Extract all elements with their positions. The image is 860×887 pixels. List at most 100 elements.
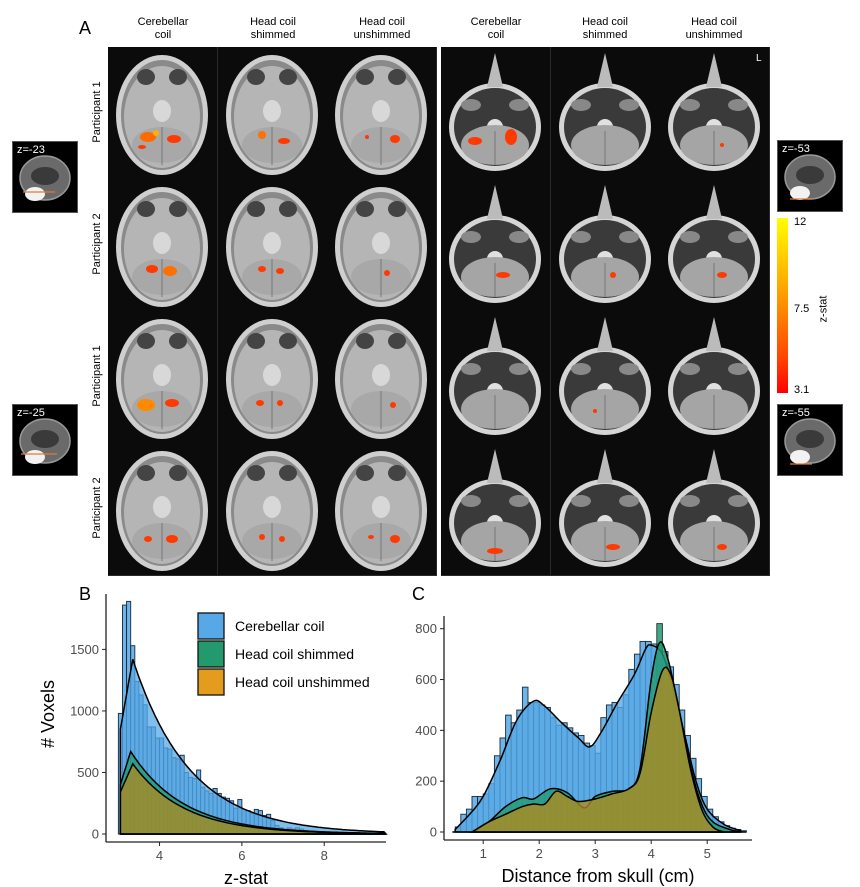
y-tick-label: 1500 [70, 642, 99, 657]
column-header-line: shimmed [250, 29, 296, 41]
x-axis-label: z-stat [224, 868, 268, 887]
legend-label: Cerebellar coil [235, 618, 324, 634]
brain-slice-cell [550, 179, 661, 312]
y-tick-label: 500 [77, 765, 99, 780]
y-tick-label: 800 [415, 621, 437, 636]
legend-swatch [197, 612, 225, 640]
unshimmed-density-curve [119, 762, 387, 835]
column-header-line: Cerebellar [137, 16, 189, 28]
brain-slice-cell [441, 179, 551, 312]
legend-label: Head coil shimmed [235, 646, 354, 662]
brain-image-grid-left [108, 47, 437, 576]
axial-brain-slice [335, 451, 427, 571]
column-header: Cerebellar coil [113, 16, 213, 42]
column-header: Cerebellar coil [446, 16, 546, 42]
axial-brain-slice [225, 187, 318, 307]
brain-slice-cell [660, 47, 770, 180]
axial-brain-slice [449, 185, 541, 303]
axial-brain-slice [116, 187, 208, 307]
row-label-participant: Participant 2 [91, 213, 103, 275]
panel-a-letter: A [79, 18, 92, 38]
brain-slice-cell [217, 179, 328, 312]
brain-slice-cell [108, 47, 218, 180]
axial-brain-slice [558, 185, 651, 303]
y-tick-label: 600 [415, 672, 437, 687]
y-tick-label: 0 [430, 825, 437, 840]
column-header-line: Head coil [250, 16, 296, 28]
row-label-participant: Participant 1 [91, 81, 103, 143]
axial-brain-slice [116, 451, 208, 571]
axial-brain-slice [668, 185, 760, 303]
brain-slice-cell [217, 47, 328, 180]
row-label-participant: Participant 1 [91, 345, 103, 407]
brain-slice-cell [217, 311, 328, 444]
activation-blob [163, 266, 177, 276]
x-tick-label: 6 [238, 848, 245, 863]
activation-blob [390, 402, 396, 408]
axial-brain-slice [449, 53, 541, 171]
legend-label: Head coil unshimmed [235, 674, 370, 690]
column-header: Head coil unshimmed [332, 16, 432, 42]
activation-blob [257, 131, 266, 139]
axial-brain-slice [116, 55, 208, 175]
activation-blob [390, 535, 400, 543]
inset-z-label: z=-55 [782, 407, 810, 419]
legend-swatch [197, 640, 225, 668]
sagittal-inset-z-23: z=-23 [12, 141, 78, 213]
sagittal-brain-icon [784, 154, 836, 200]
activation-blob [167, 135, 181, 143]
axial-brain-slice [558, 449, 651, 567]
inset-z-label: z=-53 [782, 143, 810, 155]
x-tick-label: 2 [536, 846, 543, 861]
activation-blob [390, 135, 400, 143]
axial-brain-slice [668, 317, 760, 435]
activation-blob [468, 137, 482, 145]
x-tick-label: 8 [321, 848, 328, 863]
column-header-line: Head coil [691, 16, 737, 28]
brain-slice-cell [217, 443, 328, 576]
cerebellar-density-curve [119, 658, 388, 835]
axial-brain-slice [225, 319, 318, 439]
brain-slice-cell [550, 443, 661, 576]
activation-blob [146, 265, 158, 273]
activation-blob [140, 132, 156, 142]
activation-blob [137, 399, 155, 411]
brain-slice-cell [550, 311, 661, 444]
activation-blob [257, 266, 266, 272]
x-axis-label: Distance from skull (cm) [501, 866, 694, 886]
activation-blob [138, 145, 146, 149]
activation-blob [384, 270, 390, 276]
axial-brain-slice [335, 319, 427, 439]
x-tick-label: 4 [156, 848, 163, 863]
axial-brain-slice [335, 187, 427, 307]
orientation-left-label: L [756, 53, 762, 64]
axial-brain-slice [668, 449, 760, 567]
column-header-line: Head coil [582, 16, 628, 28]
activation-blob [717, 272, 727, 278]
axial-brain-slice [558, 317, 651, 435]
activation-blob [592, 409, 597, 413]
panel-b-letter: B [79, 584, 92, 604]
sagittal-brain-icon [784, 418, 836, 465]
activation-blob [365, 135, 369, 139]
activation-blob [255, 400, 264, 406]
brain-slice-cell [660, 179, 770, 312]
brain-slice-cell [108, 179, 218, 312]
activation-blob [609, 272, 616, 278]
sagittal-brain-icon [19, 418, 71, 464]
activation-blob [605, 544, 620, 550]
colorbar-mid-label: 7.5 [794, 303, 810, 315]
colorbar-max-label: 12 [794, 216, 807, 228]
brain-slice-cell [108, 443, 218, 576]
brain-slice-cell [660, 443, 770, 576]
activation-blob [165, 399, 179, 407]
activation-blob [496, 272, 510, 278]
column-header-line: unshimmed [685, 29, 743, 41]
legend: Cerebellar coil Head coil shimmed Head coi… [197, 612, 370, 696]
axes: 1 2 3 4 5 0 200 400 600 800 Distance from skull (c… [415, 616, 752, 886]
activation-blob [166, 535, 178, 543]
sagittal-inset-z-25: z=-25 [12, 404, 78, 476]
column-header: Head coil shimmed [223, 16, 323, 42]
chart-b-zstat-histogram: 4 6 8 0 500 1000 1500 z-stat # Voxels Cerebellar … [38, 594, 388, 887]
axial-brain-slice [116, 319, 208, 439]
